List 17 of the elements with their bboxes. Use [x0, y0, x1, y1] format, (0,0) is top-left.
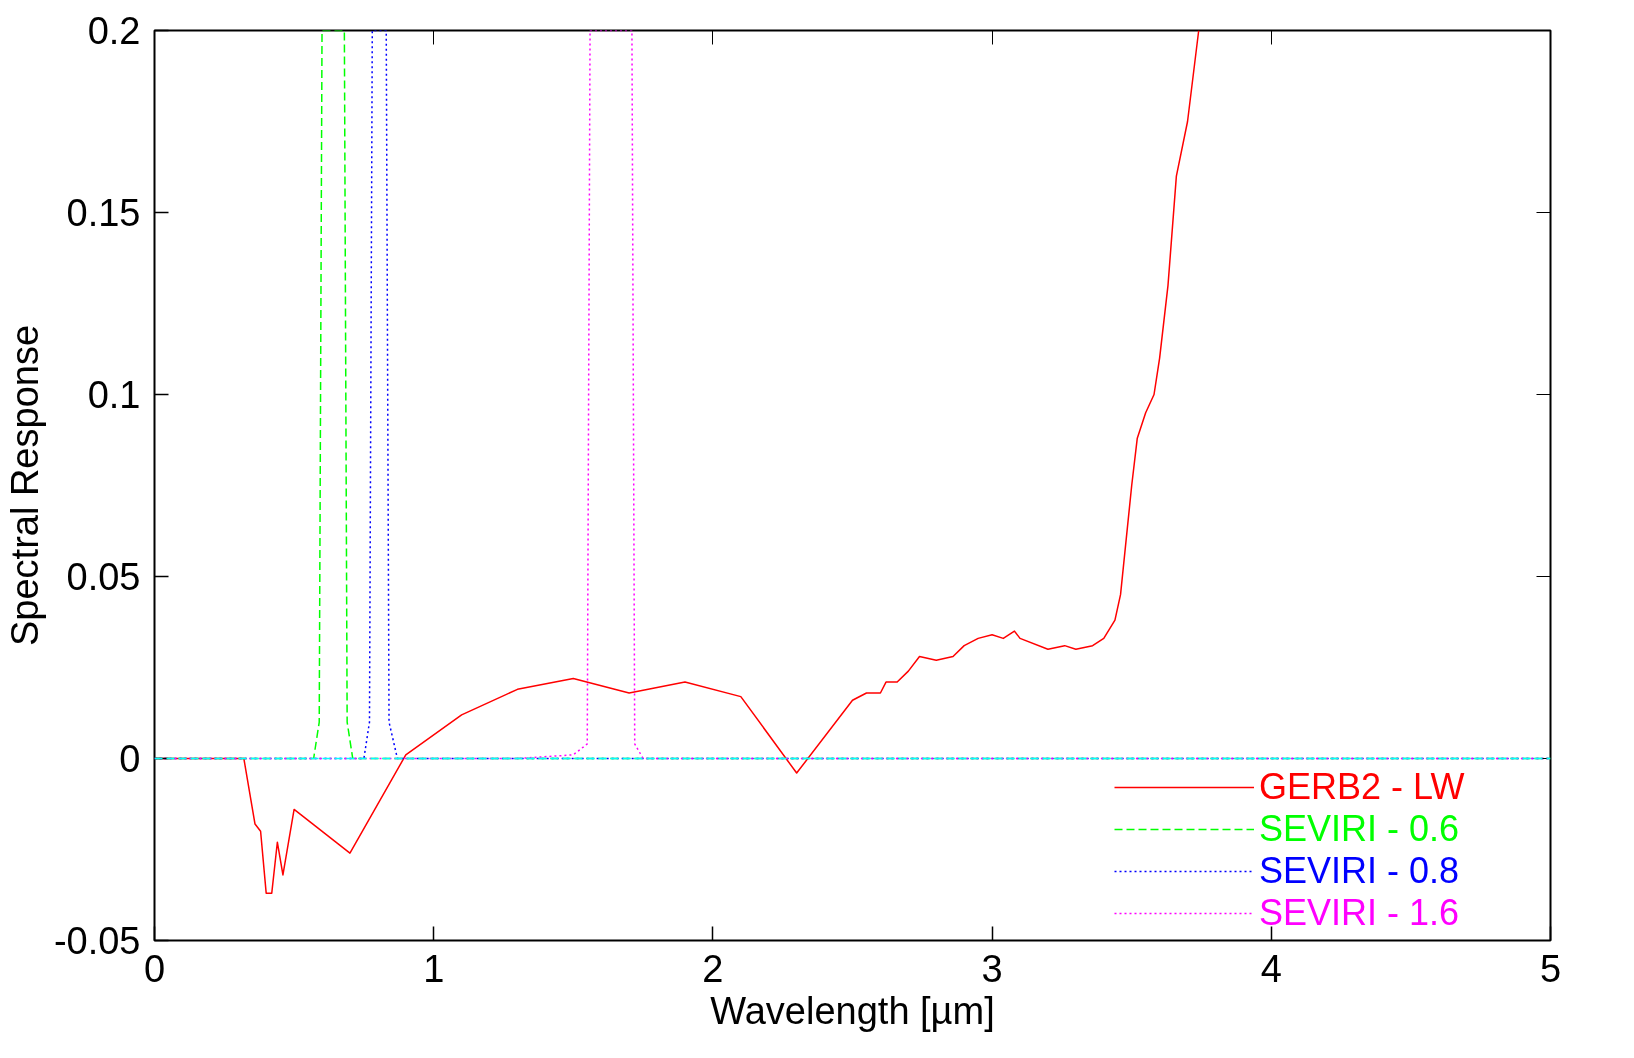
x-tick-label: 2 — [702, 947, 724, 990]
y-tick-label: 0.1 — [87, 374, 141, 416]
x-tick-label: 1 — [423, 947, 445, 990]
y-tick-label: -0.05 — [53, 920, 141, 962]
legend-label: SEVIRI - 0.6 — [1259, 808, 1460, 850]
legend-label: SEVIRI - 1.6 — [1259, 892, 1460, 934]
legend-label: GERB2 - LW — [1259, 766, 1465, 808]
y-axis-title: Spectral Response — [3, 324, 46, 647]
x-tick-label: 3 — [981, 947, 1003, 990]
y-tick-label: 0.15 — [66, 192, 141, 234]
x-tick-label: 5 — [1539, 947, 1562, 990]
y-tick-label: 0.2 — [87, 10, 141, 52]
x-axis-title: Wavelength [µm] — [710, 989, 995, 1032]
y-tick-label: 0 — [119, 738, 141, 780]
x-tick-label: 4 — [1260, 947, 1282, 990]
legend-label: SEVIRI - 0.8 — [1259, 850, 1460, 892]
y-tick-label: 0.05 — [66, 556, 141, 598]
